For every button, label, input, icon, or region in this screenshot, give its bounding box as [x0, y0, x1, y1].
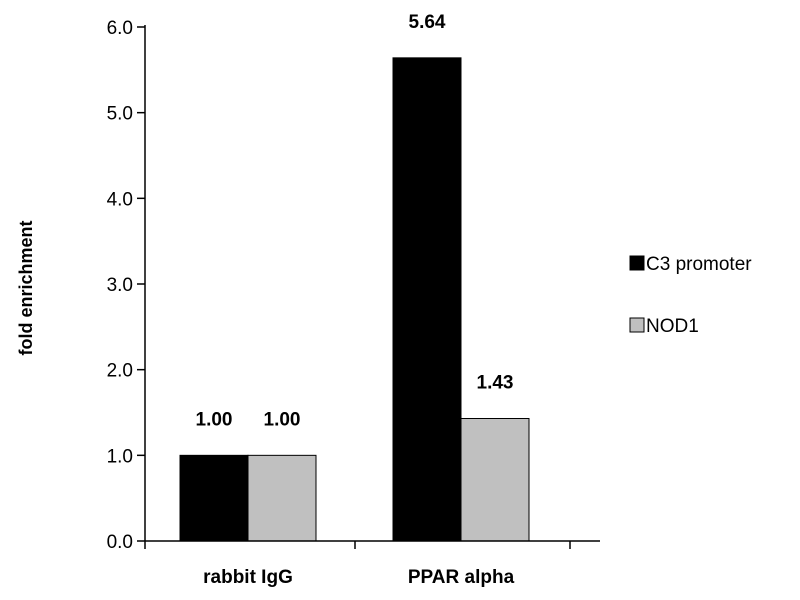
bars-layer [179, 57, 530, 542]
labels-layer: 1.00 1.00 rabbit IgG 5.64 1.43 PPAR alpha [196, 12, 515, 588]
legend-swatch-c3-promoter [629, 255, 645, 271]
y-tick-label: 3.0 [107, 275, 133, 296]
legend-label-nod1: NOD1 [646, 316, 699, 337]
x-tick-label-rabbit-igg: rabbit IgG [203, 567, 293, 588]
bar-c3-promoter-ppar-alpha [392, 57, 462, 542]
x-tick-label-ppar-alpha: PPAR alpha [408, 567, 515, 588]
legend-swatch-nod1 [629, 317, 645, 333]
value-label-nod1-ppar-alpha: 1.43 [477, 372, 514, 393]
axes: 0.0 1.0 2.0 3.0 4.0 5.0 6.0 fold enrichment [16, 18, 600, 553]
y-tick-label: 6.0 [107, 18, 133, 39]
bar-c3-promoter-rabbit-igg [179, 454, 249, 542]
value-label-c3-promoter-ppar-alpha: 5.64 [409, 12, 446, 33]
legend-label-c3-promoter: C3 promoter [646, 254, 752, 275]
value-label-c3-promoter-rabbit-igg: 1.00 [196, 409, 233, 430]
y-tick-label: 1.0 [107, 446, 133, 467]
bar-nod1-rabbit-igg [247, 454, 317, 542]
legend: C3 promoter NOD1 [629, 254, 752, 337]
y-axis-label: fold enrichment [16, 220, 36, 355]
bar-nod1-ppar-alpha [460, 417, 530, 542]
y-tick-label: 0.0 [107, 532, 133, 553]
y-tick-label: 4.0 [107, 189, 133, 210]
y-tick-label: 5.0 [107, 104, 133, 125]
y-tick-label: 2.0 [107, 361, 133, 382]
value-label-nod1-rabbit-igg: 1.00 [264, 409, 301, 430]
